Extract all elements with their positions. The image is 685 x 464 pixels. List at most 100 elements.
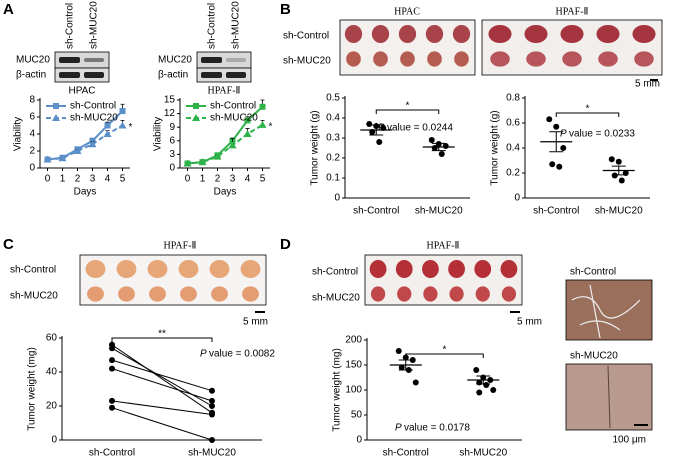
y-tick-label: 2 (29, 146, 35, 157)
significance-mark: * (129, 122, 133, 133)
p-value: value = 0.0244 (387, 123, 453, 134)
x-tick-label: 5 (120, 174, 126, 185)
marker (53, 103, 59, 109)
x-tick-label: 0 (185, 174, 191, 185)
x-tick-label: sh-Control (383, 448, 429, 459)
y-axis-label: Viability (153, 117, 164, 151)
row-label: sh-Control (283, 31, 329, 42)
marker (88, 140, 97, 148)
x-tick-label: sh-MUC20 (188, 448, 236, 459)
error-bar (611, 165, 626, 176)
y-tick-label: 12 (164, 108, 176, 119)
significance-bracket (111, 337, 213, 342)
legend-label: sh-MUC20 (70, 113, 118, 124)
significance-bracket (375, 109, 440, 114)
x-tick-label: 2 (75, 174, 81, 185)
x-tick-label: sh-MUC20 (459, 448, 507, 459)
row-label: sh-MUC20 (10, 291, 58, 302)
y-axis-label: Tumor weight (g) (310, 110, 321, 185)
photo-title: HPAF-Ⅱ (556, 6, 589, 17)
data-point (109, 357, 115, 364)
significance-mark: * (269, 122, 273, 133)
tumor (452, 25, 471, 43)
tumor (596, 25, 620, 43)
y-tick-label: 0 (51, 435, 57, 446)
data-point (376, 139, 383, 145)
y-tick-label: 20 (46, 401, 58, 412)
x-tick-label: 1 (60, 174, 66, 185)
data-point (615, 158, 622, 165)
error-bar (369, 124, 384, 136)
marker (258, 120, 267, 128)
histology-texture (607, 365, 611, 429)
tumor (87, 286, 104, 302)
p-value: value = 0.0178 (404, 423, 470, 434)
marker (118, 121, 127, 129)
error-bar (398, 359, 413, 371)
blot (54, 51, 252, 83)
blot-lane-label: sh-MUC20 (89, 1, 100, 49)
y-tick-label: 150 (345, 360, 362, 371)
y-tick-label: 200 (345, 335, 362, 346)
tumor (211, 286, 228, 302)
marker (73, 147, 82, 154)
tumor (500, 260, 518, 278)
data-point (546, 116, 553, 123)
row-label: sh-Control (312, 267, 358, 278)
tumor (149, 286, 166, 302)
tumor (371, 25, 390, 43)
x-axis-label: Days (214, 187, 237, 198)
tumor (242, 286, 259, 302)
error-bar (476, 375, 491, 385)
x-tick-label: 2 (215, 174, 221, 185)
tumor (397, 286, 412, 302)
scale-label: 100 μm (612, 435, 646, 446)
tumor (370, 286, 386, 302)
data-point (109, 404, 115, 411)
histology-label: sh-Control (570, 267, 616, 278)
panel-letter: B (280, 1, 291, 18)
y-tick-label: 8 (29, 95, 35, 106)
tumor (490, 51, 510, 67)
blot-lane-label: sh-Control (207, 3, 218, 49)
data-point (209, 403, 215, 409)
p-label: P (395, 423, 402, 434)
y-tick-label: 0.3 (326, 133, 340, 144)
tumor (524, 25, 548, 43)
pair-line (111, 407, 213, 441)
marker (198, 158, 207, 166)
data-point (109, 397, 115, 404)
tumor (422, 260, 439, 278)
data-point (109, 345, 115, 352)
histology-label: sh-MUC20 (570, 351, 618, 362)
marker (58, 154, 67, 162)
blot-row-label: β-actin (16, 70, 46, 81)
data-point (549, 161, 556, 168)
y-tick-label: 0.5 (326, 93, 340, 104)
p-label: P (200, 349, 207, 360)
tumor (475, 286, 490, 302)
data-point (209, 387, 215, 394)
y-axis-label: Viability (13, 117, 24, 151)
pair-line (111, 359, 213, 392)
y-tick-label: 0 (356, 435, 362, 446)
data-point (395, 348, 402, 354)
significance-mark: ** (158, 329, 166, 340)
data-point (608, 156, 615, 163)
pair-line (111, 347, 213, 407)
x-tick-label: 4 (245, 174, 251, 185)
data-point (209, 411, 215, 418)
tumor-photo (79, 254, 267, 306)
cell-line-label: HPAC (68, 86, 95, 97)
y-tick-label: 9 (169, 122, 175, 133)
marker (213, 152, 222, 160)
tumor (398, 25, 417, 43)
tumor (178, 260, 199, 278)
data-point (473, 367, 480, 373)
tumor (474, 260, 492, 278)
data-point (553, 123, 560, 130)
data-point (412, 379, 419, 386)
data-point (398, 364, 405, 371)
p-label: P (560, 129, 567, 140)
